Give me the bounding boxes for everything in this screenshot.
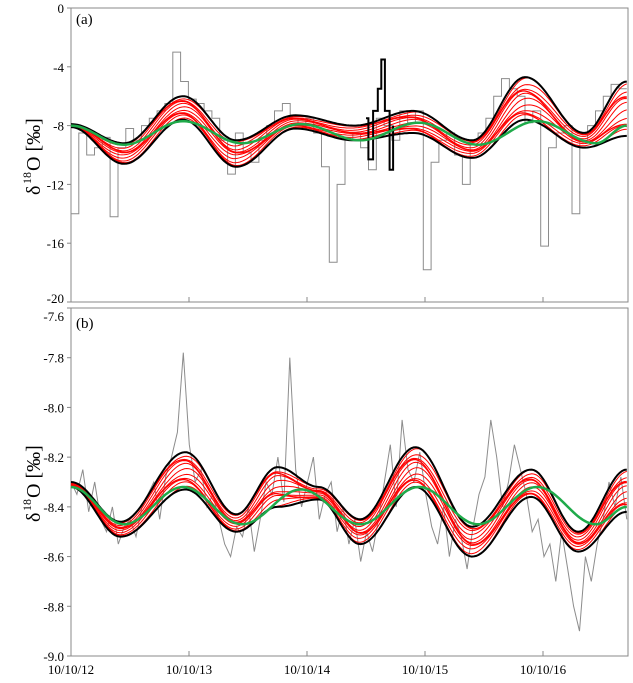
- y-axis-label-b-sup: 18: [20, 499, 34, 511]
- y-tick-label: -4: [53, 60, 64, 75]
- envelope-spike-line: [366, 58, 395, 171]
- y-tick-label: -8: [53, 119, 64, 134]
- panel-b: (b) δ 18 O [‰] -7.6-7.8-8.0-8.2-8.4-8.6-…: [20, 307, 629, 664]
- y-tick-label: -8.4: [43, 500, 64, 515]
- y-tick-label: -8.6: [43, 550, 64, 565]
- raw-data-line: [71, 51, 627, 271]
- y-axis-label-a: δ 18 O [‰]: [20, 118, 45, 195]
- y-tick-label: -9.0: [43, 649, 64, 664]
- panel-label-a: (a): [76, 12, 93, 28]
- ensemble-member-line: [70, 90, 627, 152]
- y-tick-label: -20: [47, 291, 64, 306]
- y-ticks-b: -7.6 -7.8 -8.0 -8.2 -8.4 -8.6 -8.8 -9.0: [43, 307, 71, 664]
- seasonal-fit-line: [70, 119, 627, 146]
- y-axis-label-a-rest: O [‰]: [23, 118, 45, 171]
- marks-b: [70, 352, 628, 632]
- y-axis-label-a-sup: 18: [20, 172, 34, 184]
- y-tick-label: -7.8: [43, 351, 64, 366]
- y-tick-label: -7.6: [43, 309, 64, 324]
- panel-a: (a) δ 18 O [‰] 0 -4 -8 -12 -16 -20: [20, 1, 629, 306]
- panel-label-b: (b): [76, 316, 94, 332]
- x-tick-label: 10/10/16: [520, 662, 567, 677]
- y-tick-label: 0: [58, 1, 65, 16]
- x-tick-label: 10/10/15: [402, 662, 448, 677]
- x-tick-label: 10/10/14: [284, 662, 331, 677]
- envelope-lower-line: [70, 118, 627, 168]
- ensemble-member-line: [70, 479, 627, 550]
- seasonal-fit-line: [70, 485, 627, 526]
- envelope-upper-line: [70, 446, 627, 533]
- y-axis-label-a-delta: δ: [23, 186, 45, 195]
- raw-data-line: [70, 352, 628, 632]
- y-axis-label-b-delta: δ: [23, 513, 45, 522]
- x-tick-label: 10/10/12: [48, 662, 94, 677]
- envelope-upper-line: [70, 76, 627, 145]
- y-tick-label: -16: [47, 236, 65, 251]
- x-tick-label: 10/10/13: [166, 662, 212, 677]
- y-tick-label: -8.0: [43, 400, 64, 415]
- y-axis-label-b-rest: O [‰]: [23, 445, 45, 498]
- envelope-lower-line: [70, 485, 627, 558]
- y-tick-label: -8.8: [43, 599, 64, 614]
- y-tick-label: -8.2: [43, 450, 64, 465]
- ensemble-member-line: [70, 481, 627, 558]
- ensemble-member-line: [70, 112, 627, 164]
- marks-a: [70, 51, 627, 271]
- y-axis-label-b: δ 18 O [‰]: [20, 445, 45, 522]
- ensemble-member-line: [70, 92, 627, 154]
- y-tick-label: -12: [47, 177, 64, 192]
- x-ticks: 10/10/12 10/10/13 10/10/14 10/10/15 10/10/16: [48, 297, 567, 677]
- y-ticks-a: 0 -4 -8 -12 -16 -20: [47, 1, 71, 306]
- plot-frame-a: [70, 7, 629, 303]
